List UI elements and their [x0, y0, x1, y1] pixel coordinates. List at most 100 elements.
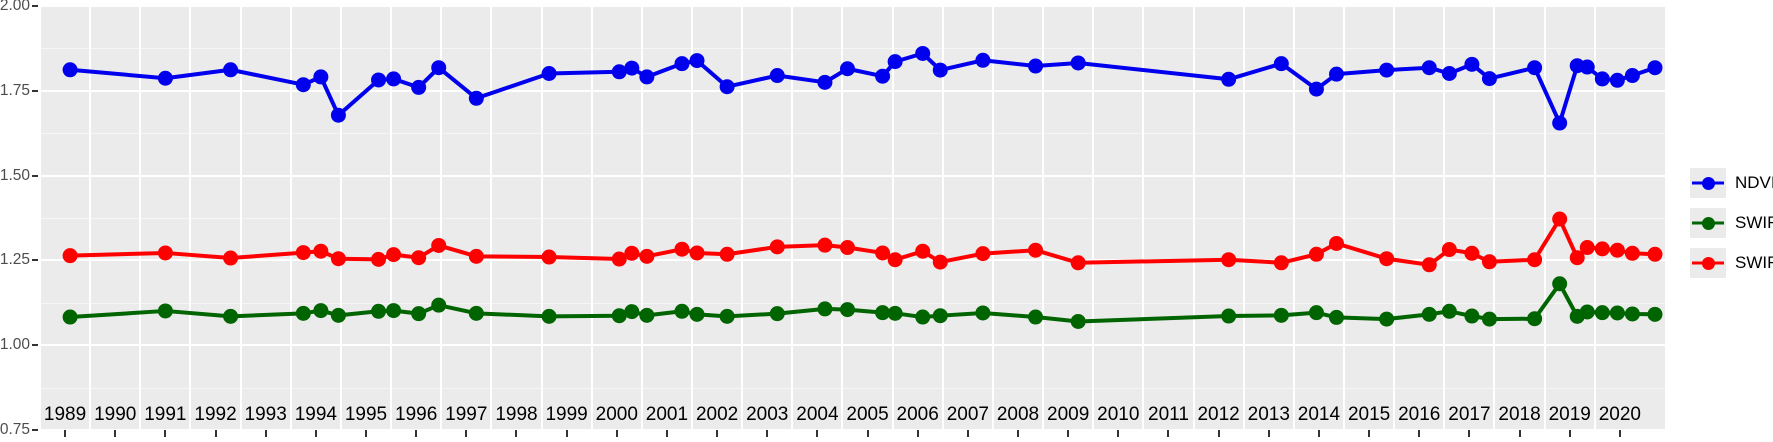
x-tick-label: 2005: [846, 404, 889, 425]
data-point: [932, 62, 948, 78]
gridline-major-vertical: [1092, 6, 1095, 430]
data-point: [157, 70, 173, 86]
gridline-major-vertical: [941, 6, 944, 430]
gridline-minor-horizontal: [40, 302, 1665, 304]
x-tick-mark: [1618, 430, 1621, 437]
data-point: [719, 79, 735, 95]
data-point: [887, 252, 903, 268]
data-point: [674, 303, 690, 319]
data-point: [1379, 251, 1395, 267]
data-point: [62, 309, 78, 325]
legend-item-swir1[interactable]: SWIR1: [1690, 248, 1773, 278]
gridline-major-vertical: [1192, 6, 1195, 430]
y-tick-mark: [32, 5, 38, 7]
data-point: [1579, 304, 1595, 320]
x-tick-mark: [365, 430, 367, 437]
data-point: [817, 74, 833, 90]
data-point: [887, 305, 903, 321]
gridline-major-vertical: [1493, 6, 1496, 430]
data-point: [839, 240, 855, 256]
data-point: [386, 247, 402, 263]
data-point: [1527, 252, 1543, 268]
data-point: [1379, 311, 1395, 327]
data-point: [468, 90, 484, 106]
data-point: [1028, 309, 1044, 325]
x-tick-label: 1990: [94, 404, 137, 425]
data-point: [1273, 255, 1289, 271]
data-point: [1441, 66, 1457, 81]
gridline-major-vertical: [991, 6, 994, 430]
gridline-major-vertical: [139, 6, 142, 430]
y-tick-mark: [32, 174, 38, 177]
legend-key-swatch: [1690, 168, 1726, 198]
data-point: [223, 62, 239, 78]
x-tick-label: 2017: [1448, 404, 1491, 425]
data-point: [639, 307, 655, 323]
data-point: [468, 248, 484, 264]
x-tick-label: 2019: [1548, 404, 1591, 425]
data-point: [313, 243, 329, 259]
data-point: [915, 243, 931, 259]
x-tick-label: 2011: [1148, 404, 1189, 425]
data-point: [411, 79, 427, 95]
data-point: [1594, 305, 1610, 321]
gridline-major-vertical: [289, 6, 292, 430]
x-tick-mark: [1217, 430, 1220, 437]
data-point: [1624, 245, 1640, 261]
gridline-major-horizontal: [40, 259, 1665, 262]
x-tick-mark: [214, 430, 217, 437]
data-point: [611, 251, 627, 267]
data-point: [1464, 56, 1480, 72]
gridline-major-vertical: [490, 6, 493, 430]
data-point: [1441, 303, 1457, 319]
series-swir2: [62, 276, 1663, 329]
data-point: [411, 306, 427, 322]
data-point: [313, 69, 329, 85]
data-point: [1328, 66, 1344, 82]
x-tick-label: 1996: [395, 404, 438, 425]
gridline-minor-horizontal: [40, 48, 1665, 50]
x-tick-label: 1995: [344, 404, 388, 425]
data-point: [371, 251, 387, 267]
data-point: [371, 72, 387, 88]
gridline-major-horizontal: [40, 429, 1665, 430]
data-point: [1609, 242, 1625, 258]
y-tick-label: 1.00: [0, 336, 30, 354]
x-tick-mark: [515, 430, 518, 437]
gridline-major-vertical: [791, 6, 794, 430]
gridline-major-vertical: [1042, 6, 1045, 430]
data-point: [295, 77, 311, 93]
legend-key-dot-icon: [1701, 176, 1715, 190]
data-point: [1379, 62, 1395, 78]
y-tick-label: 1.25: [0, 251, 30, 269]
gridline-major-vertical: [1292, 6, 1295, 430]
data-point: [1464, 245, 1480, 261]
y-tick-label: 1.50: [0, 166, 30, 184]
data-point: [1552, 115, 1568, 131]
data-point: [330, 307, 346, 323]
x-tick-mark: [1518, 430, 1521, 437]
data-point: [689, 245, 705, 261]
data-point: [932, 254, 948, 270]
x-tick-label: 2012: [1197, 404, 1240, 425]
data-point: [386, 71, 402, 87]
data-point: [1594, 241, 1610, 257]
data-point: [431, 237, 447, 253]
y-tick-label: 0.75: [0, 421, 30, 438]
data-point: [611, 308, 627, 324]
data-point: [1594, 71, 1610, 87]
data-point: [1552, 211, 1568, 227]
data-point: [1221, 252, 1237, 268]
gridline-major-vertical: [189, 6, 192, 430]
data-point: [1609, 72, 1625, 88]
x-tick-mark: [665, 430, 668, 437]
legend-item-ndvi[interactable]: NDVI: [1690, 168, 1773, 198]
data-point: [915, 309, 931, 325]
data-point: [932, 308, 948, 324]
data-point: [975, 52, 991, 68]
gridline-major-horizontal: [40, 6, 1665, 7]
x-tick-mark: [966, 430, 969, 437]
legend-item-swir2[interactable]: SWIR2: [1690, 208, 1773, 238]
gridline-major-horizontal: [40, 174, 1665, 177]
